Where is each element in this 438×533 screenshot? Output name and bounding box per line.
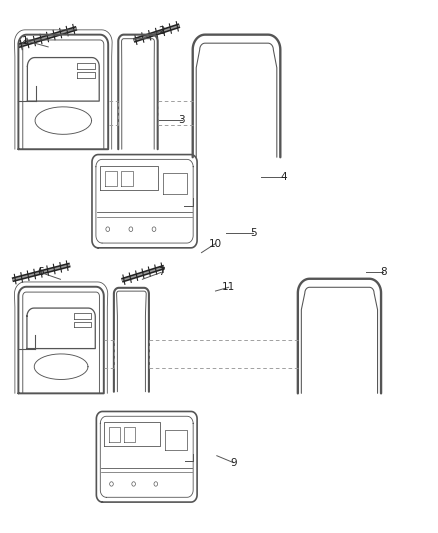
Text: 10: 10 bbox=[209, 239, 222, 248]
Text: 1: 1 bbox=[21, 36, 28, 45]
Text: 4: 4 bbox=[280, 172, 287, 182]
Text: 11: 11 bbox=[222, 282, 235, 292]
Text: 7: 7 bbox=[158, 268, 165, 277]
Text: 8: 8 bbox=[380, 267, 387, 277]
Text: 3: 3 bbox=[178, 116, 185, 125]
Text: 2: 2 bbox=[159, 26, 166, 36]
Text: 5: 5 bbox=[250, 229, 257, 238]
Text: 6: 6 bbox=[37, 268, 44, 277]
Text: 9: 9 bbox=[230, 458, 237, 467]
